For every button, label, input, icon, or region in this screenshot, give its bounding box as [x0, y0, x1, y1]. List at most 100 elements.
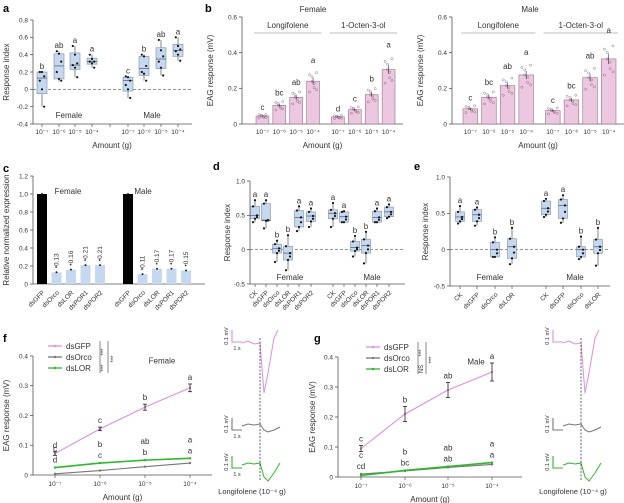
data-point [375, 221, 379, 224]
box [558, 199, 568, 219]
significance-label: ab [444, 444, 453, 453]
data-point [547, 107, 550, 110]
significance-label: bc [275, 89, 283, 98]
data-point [611, 70, 615, 74]
data-point [581, 252, 585, 255]
data-point [593, 67, 596, 70]
data-point [264, 199, 268, 202]
data-point [486, 93, 489, 96]
legend-marker [371, 356, 375, 360]
data-point [587, 71, 590, 75]
x-tick-label: dsGFP [462, 291, 481, 310]
data-point [594, 238, 598, 241]
y-tick-label: -0.5 [434, 283, 446, 290]
y-tick-label: 0.6 [19, 227, 28, 234]
data-point [473, 208, 477, 211]
data-point [568, 96, 572, 99]
significance-label: c [98, 416, 102, 425]
data-point [176, 44, 180, 48]
panel-letter-f: f [3, 333, 7, 345]
data-point [57, 77, 61, 81]
x-tick-label: 10⁻⁴ [171, 129, 185, 136]
data-point [355, 248, 359, 251]
y-tick-label: -0.2 [17, 104, 29, 111]
data-point [495, 252, 499, 255]
data-point [366, 248, 370, 251]
data-point [333, 114, 336, 118]
data-point [458, 204, 462, 208]
data-point [489, 99, 492, 103]
data-point [603, 73, 606, 77]
data-point [389, 210, 393, 213]
data-point [98, 461, 102, 465]
data-point [174, 36, 177, 39]
data-point [309, 207, 313, 210]
box [69, 52, 81, 70]
x-label: Amount (g) [518, 141, 558, 150]
data-point [354, 110, 358, 114]
data-point [546, 207, 550, 210]
data-point [315, 88, 318, 92]
significance-label: a [458, 196, 463, 205]
data-point [333, 117, 336, 120]
data-point [188, 461, 192, 465]
data-point [552, 109, 556, 113]
y-tick-label: 0.2 [228, 86, 237, 93]
data-point [529, 63, 532, 67]
significance-label: d [53, 456, 57, 465]
data-point [274, 108, 278, 112]
data-point [255, 215, 259, 219]
data-point [477, 216, 481, 220]
data-point [351, 240, 355, 243]
group-label-female: Female [56, 111, 83, 120]
x-tick-label: 10⁻⁴ [382, 129, 396, 136]
eag-trace [562, 462, 602, 482]
data-point [71, 63, 74, 67]
significance-label: a [188, 373, 193, 382]
data-point [377, 216, 381, 219]
data-point [253, 199, 257, 202]
significance-label: a [375, 198, 380, 207]
significance-label: b [286, 225, 291, 234]
x-tick-label: CK [453, 291, 465, 303]
data-point [546, 210, 550, 213]
y-tick-label: 0.6 [19, 35, 28, 42]
data-point [99, 264, 101, 267]
subpanel-title: Female [300, 5, 327, 14]
data-point [542, 215, 546, 219]
data-point [460, 215, 464, 219]
series-line-dsOrco [54, 462, 191, 475]
panel-title: Female [149, 356, 176, 365]
data-point [356, 111, 360, 114]
panel-g: 0.4 0.3 0.2 0.1 0 EAG response (mV) 10⁻⁷ 10⁻⁶ 10… [308, 342, 522, 503]
x-tick-label: 10⁻⁷ [48, 481, 62, 488]
eag-trace [562, 423, 602, 433]
significance-label: a [264, 190, 269, 199]
data-point [307, 210, 311, 213]
data-point [383, 81, 387, 85]
scale-voltage-label: 0.1 mV [224, 327, 230, 345]
data-point [273, 243, 277, 246]
data-point [547, 112, 550, 116]
legend-label-dsLOR: dsLOR [66, 364, 91, 373]
data-point [57, 52, 61, 55]
data-point [611, 44, 615, 48]
y-tick-label: 1.0 [436, 174, 445, 181]
data-point [550, 107, 553, 111]
significance-stars: *** [429, 356, 435, 364]
significance-label: c [353, 95, 357, 104]
data-point [563, 210, 567, 213]
data-point [299, 221, 303, 224]
data-point [296, 99, 299, 103]
significance-label: b [40, 62, 45, 71]
data-point [352, 107, 355, 110]
panel-g-y-label: EAG response (mV) [308, 381, 317, 453]
significance-label: b [98, 440, 103, 449]
data-point [369, 90, 372, 93]
eag-trace [562, 329, 600, 394]
bar [37, 194, 47, 284]
data-point [388, 76, 392, 80]
data-point [362, 238, 366, 241]
